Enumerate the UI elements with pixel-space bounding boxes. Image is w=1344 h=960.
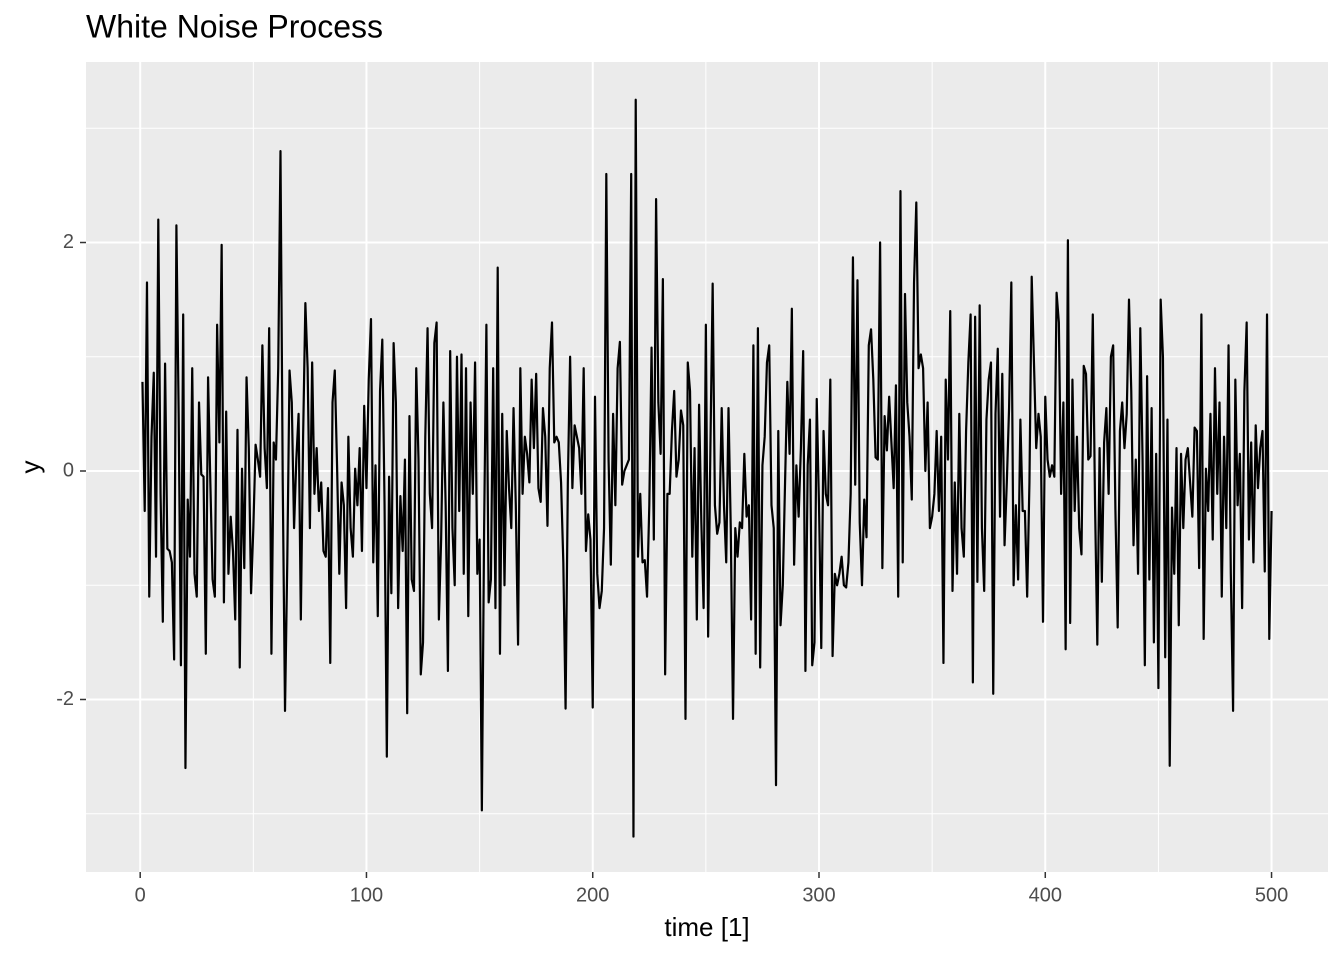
- x-tick-label: 400: [1029, 884, 1062, 906]
- x-axis-title: time [1]: [664, 912, 749, 942]
- x-tick-label: 0: [135, 884, 146, 906]
- y-tick-label: -2: [56, 688, 74, 710]
- y-axis-title: y: [15, 461, 45, 474]
- y-tick-label: 0: [63, 459, 74, 481]
- x-tick-label: 300: [802, 884, 835, 906]
- x-tick-label: 200: [576, 884, 609, 906]
- x-tick-label: 500: [1255, 884, 1288, 906]
- y-tick-label: 2: [63, 231, 74, 253]
- line: [141, 98, 1273, 838]
- x-tick-label: 100: [350, 884, 383, 906]
- chart-title: White Noise Process: [86, 8, 383, 44]
